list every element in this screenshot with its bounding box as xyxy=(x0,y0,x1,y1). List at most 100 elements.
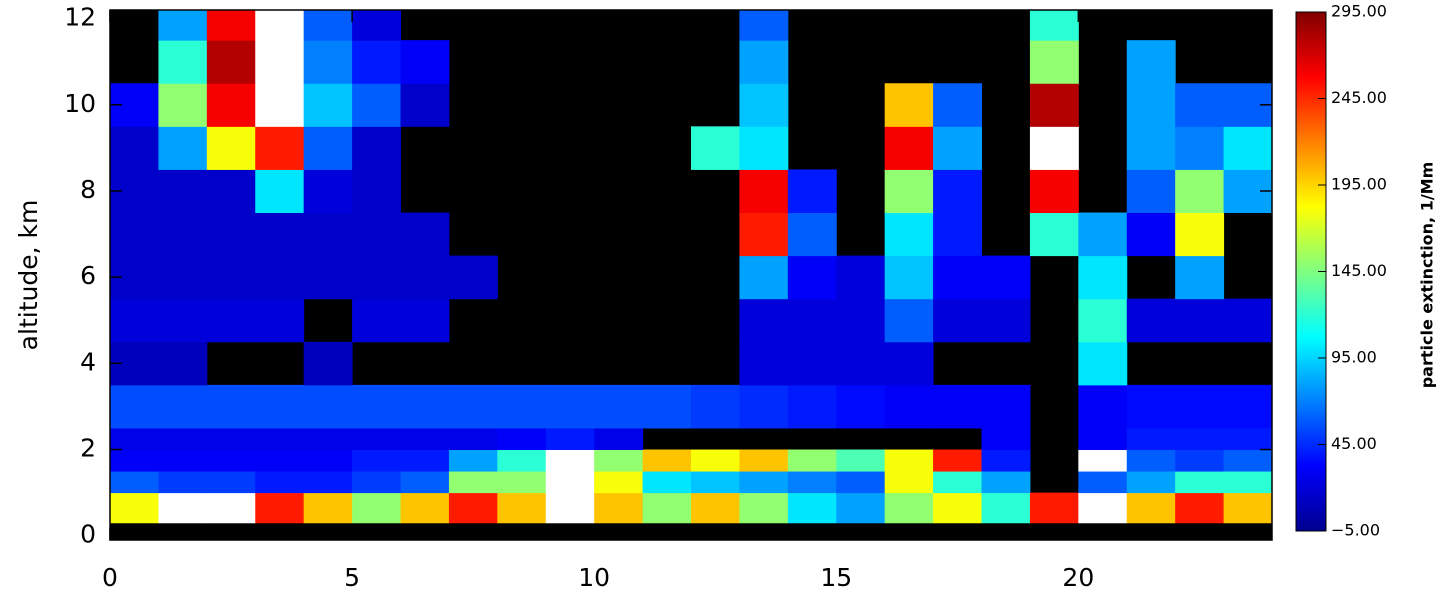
heatmap-cell xyxy=(787,341,837,386)
x-tick-label: 20 xyxy=(1062,563,1094,592)
heatmap-cell xyxy=(1078,212,1128,257)
heatmap-cell xyxy=(545,492,595,524)
heatmap-cell xyxy=(1126,126,1176,170)
heatmap-cell xyxy=(787,449,837,472)
heatmap-cell xyxy=(933,126,982,170)
heatmap-cell xyxy=(255,83,305,127)
heatmap-cell xyxy=(303,40,353,84)
colorbar-label: particle extinction, 1/Mm xyxy=(1418,162,1437,389)
heatmap-cell xyxy=(448,384,498,429)
heatmap-cell xyxy=(642,492,692,524)
colorbar-tick-label: 245.00 xyxy=(1331,88,1387,107)
heatmap-cell xyxy=(884,169,934,214)
heatmap-cell xyxy=(158,126,208,170)
heatmap-cell xyxy=(884,83,934,127)
heatmap-cell xyxy=(400,492,450,524)
heatmap-cell xyxy=(1126,427,1176,451)
heatmap-cell xyxy=(1126,492,1176,524)
heatmap-cell xyxy=(981,427,1031,451)
heatmap-cell xyxy=(352,126,401,170)
heatmap-cell xyxy=(933,83,982,127)
heatmap-cell xyxy=(255,427,305,451)
heatmap-cell xyxy=(158,212,208,257)
heatmap-cell xyxy=(255,40,305,84)
heatmap-cell xyxy=(787,255,837,300)
heatmap-cell xyxy=(400,212,450,257)
heatmap-cell xyxy=(1126,212,1176,257)
heatmap-cell xyxy=(158,471,208,494)
heatmap-cell xyxy=(545,384,595,429)
heatmap-cell xyxy=(787,471,837,494)
heatmap-cell xyxy=(691,449,740,472)
heatmap-cell xyxy=(352,10,401,41)
heatmap-cell xyxy=(352,40,401,84)
heatmap-cell xyxy=(1078,449,1128,472)
heatmap-cell xyxy=(642,449,692,472)
heatmap-cell xyxy=(739,341,789,386)
heatmap-cell xyxy=(352,492,401,524)
heatmap-cell xyxy=(691,126,740,170)
heatmap-cell xyxy=(787,492,837,524)
heatmap-cell xyxy=(255,126,305,170)
heatmap-cell xyxy=(981,255,1031,300)
heatmap-cell xyxy=(1175,169,1225,214)
heatmap-cell xyxy=(787,298,837,343)
heatmap-cell xyxy=(110,492,159,524)
x-tick-label: 10 xyxy=(578,563,610,592)
heatmap-cell xyxy=(1223,449,1273,472)
heatmap-cell xyxy=(1078,427,1128,451)
heatmap-cell xyxy=(836,255,886,300)
heatmap-cell xyxy=(448,427,498,451)
heatmap-cell xyxy=(1078,384,1128,429)
heatmap-cell xyxy=(933,384,982,429)
heatmap-cell xyxy=(303,341,353,386)
heatmap-cell xyxy=(255,10,305,41)
heatmap-cell xyxy=(206,169,256,214)
heatmap-cell xyxy=(352,169,401,214)
heatmap-cell xyxy=(400,40,450,84)
heatmap-cell xyxy=(1126,40,1176,84)
heatmap-cell xyxy=(497,492,547,524)
heatmap-cell xyxy=(1126,298,1176,343)
heatmap-cell xyxy=(1175,126,1225,170)
heatmap-cell xyxy=(497,384,547,429)
heatmap-cell xyxy=(933,212,982,257)
heatmap-cell xyxy=(1223,492,1273,524)
heatmap-cell xyxy=(739,384,789,429)
heatmap-cell xyxy=(1078,492,1128,524)
heatmap-cell xyxy=(933,492,982,524)
heatmap-cell xyxy=(110,427,159,451)
colorbar-tick-label: 145.00 xyxy=(1331,261,1387,280)
colorbar-tick-label: 95.00 xyxy=(1331,348,1377,367)
x-tick-label: 0 xyxy=(102,563,118,592)
heatmap-cell xyxy=(691,384,740,429)
heatmap-cell xyxy=(206,471,256,494)
heatmap-cell xyxy=(933,449,982,472)
heatmap-cell xyxy=(933,471,982,494)
heatmap-cell xyxy=(400,255,450,300)
heatmap-cell xyxy=(497,427,547,451)
heatmap-cell xyxy=(884,255,934,300)
heatmap-cell xyxy=(206,255,256,300)
heatmap-cell xyxy=(1175,83,1225,127)
heatmap-cell xyxy=(981,384,1031,429)
heatmap-cell xyxy=(1175,449,1225,472)
heatmap-cell xyxy=(255,212,305,257)
heatmap-cell xyxy=(884,341,934,386)
x-tick-label: 5 xyxy=(344,563,360,592)
heatmap-cell xyxy=(981,492,1031,524)
heatmap-cell xyxy=(206,10,256,41)
colorbar-tick-label: 295.00 xyxy=(1331,2,1387,21)
heatmap-cell xyxy=(1126,471,1176,494)
heatmap-cell xyxy=(352,471,401,494)
heatmap-cell xyxy=(255,255,305,300)
heatmap-cell xyxy=(206,492,256,524)
heatmap-cell xyxy=(594,427,644,451)
heatmap-cell xyxy=(352,212,401,257)
heatmap-cell xyxy=(303,169,353,214)
heatmap-cell xyxy=(933,255,982,300)
heatmap-cell xyxy=(545,449,595,472)
heatmap-cell xyxy=(303,212,353,257)
heatmap-cell xyxy=(303,384,353,429)
heatmap-cell xyxy=(739,83,789,127)
